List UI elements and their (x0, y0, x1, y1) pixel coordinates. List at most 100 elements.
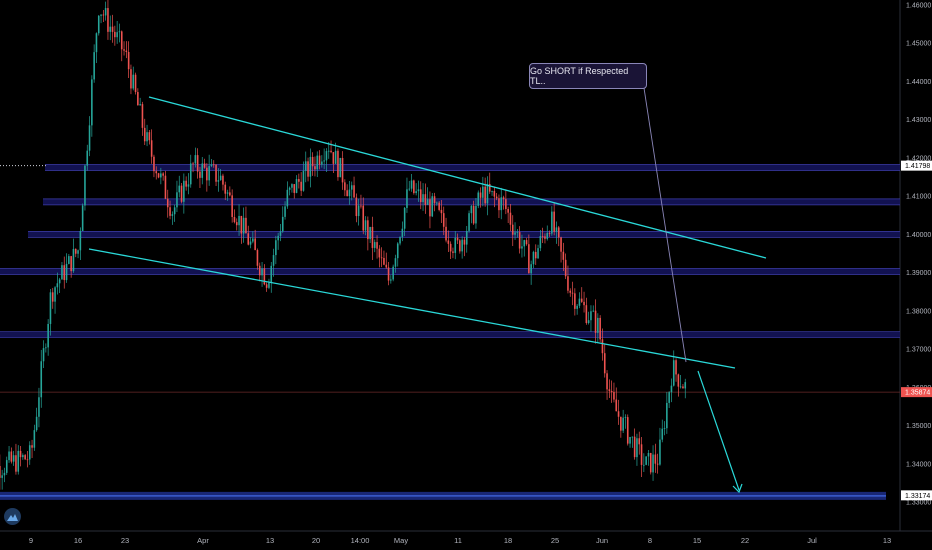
candle-body[interactable] (334, 150, 337, 164)
candle-body[interactable] (8, 451, 10, 461)
candle-body[interactable] (564, 259, 567, 277)
candle-body[interactable] (521, 246, 523, 249)
candle-body[interactable] (610, 390, 613, 393)
candle-body[interactable] (390, 279, 392, 281)
candle-body[interactable] (392, 266, 394, 280)
candle-body[interactable] (339, 157, 342, 178)
candle-body[interactable] (511, 224, 514, 235)
candle-body[interactable] (116, 32, 118, 38)
candle-body[interactable] (378, 248, 381, 258)
candle-body[interactable] (22, 455, 24, 458)
candle-body[interactable] (24, 455, 26, 460)
candle-body[interactable] (587, 320, 590, 324)
candle-body[interactable] (422, 194, 424, 203)
candle-body[interactable] (325, 151, 328, 161)
candle-body[interactable] (555, 227, 558, 232)
candle-body[interactable] (475, 205, 477, 224)
candle-body[interactable] (63, 265, 66, 281)
candle-body[interactable] (456, 237, 459, 241)
candle-body[interactable] (601, 339, 604, 354)
candle-body[interactable] (245, 217, 247, 234)
candle-body[interactable] (180, 185, 183, 202)
candle-body[interactable] (208, 166, 210, 181)
candle-body[interactable] (578, 298, 581, 306)
candle-body[interactable] (169, 207, 171, 216)
candle-body[interactable] (157, 173, 160, 178)
candle-body[interactable] (58, 279, 61, 284)
candle-body[interactable] (146, 132, 148, 142)
candle-body[interactable] (176, 192, 178, 208)
candle-body[interactable] (436, 202, 438, 204)
candle-body[interactable] (560, 237, 562, 252)
resistance-level-band[interactable] (28, 231, 900, 238)
projection-arrow-line[interactable] (697, 370, 740, 491)
candle-body[interactable] (631, 436, 634, 438)
candle-body[interactable] (277, 235, 279, 241)
candle-body[interactable] (189, 163, 192, 185)
candle-body[interactable] (235, 222, 238, 226)
candle-body[interactable] (355, 197, 358, 217)
candle-body[interactable] (173, 207, 176, 215)
candle-body[interactable] (38, 397, 40, 417)
candle-body[interactable] (518, 232, 521, 249)
candle-body[interactable] (371, 226, 374, 248)
candle-body[interactable] (415, 191, 417, 194)
candle-body[interactable] (532, 251, 535, 265)
candle-body[interactable] (629, 437, 631, 444)
candle-body[interactable] (477, 192, 480, 206)
candle-body[interactable] (633, 436, 636, 458)
candle-body[interactable] (615, 399, 618, 412)
candle-body[interactable] (194, 155, 197, 164)
candle-body[interactable] (426, 199, 429, 205)
candle-body[interactable] (302, 170, 305, 191)
candle-body[interactable] (493, 190, 496, 197)
candle-body[interactable] (484, 186, 486, 204)
candle-body[interactable] (640, 444, 643, 465)
candle-body[interactable] (229, 192, 231, 196)
candle-body[interactable] (454, 237, 457, 253)
candle-body[interactable] (672, 360, 675, 386)
candle-body[interactable] (84, 165, 86, 206)
candle-body[interactable] (551, 211, 553, 234)
candle-body[interactable] (160, 173, 162, 178)
candle-body[interactable] (120, 31, 123, 50)
candle-body[interactable] (70, 256, 72, 272)
candle-body[interactable] (114, 31, 116, 38)
candle-body[interactable] (341, 157, 344, 183)
candle-body[interactable] (626, 417, 629, 444)
candle-body[interactable] (585, 305, 588, 324)
candle-body[interactable] (183, 180, 185, 202)
candle-body[interactable] (663, 428, 666, 430)
candle-body[interactable] (440, 209, 443, 214)
candle-body[interactable] (433, 196, 436, 204)
candle-body[interactable] (401, 228, 404, 238)
candle-body[interactable] (447, 240, 450, 244)
candle-body[interactable] (509, 212, 512, 225)
candle-body[interactable] (261, 268, 263, 276)
candle-body[interactable] (139, 104, 141, 106)
candle-body[interactable] (281, 216, 284, 232)
candle-body[interactable] (137, 92, 139, 106)
candle-body[interactable] (413, 180, 415, 194)
candle-body[interactable] (178, 185, 181, 193)
candle-body[interactable] (514, 232, 516, 235)
candle-body[interactable] (288, 187, 291, 190)
candle-body[interactable] (488, 184, 491, 192)
candle-body[interactable] (528, 244, 530, 274)
candle-body[interactable] (369, 226, 371, 240)
candle-body[interactable] (56, 283, 59, 288)
candle-body[interactable] (327, 150, 330, 152)
candle-body[interactable] (68, 256, 70, 264)
candle-body[interactable] (482, 186, 484, 198)
candle-body[interactable] (309, 156, 312, 177)
candle-body[interactable] (431, 196, 434, 217)
candle-body[interactable] (675, 360, 677, 375)
candle-body[interactable] (576, 305, 578, 309)
candle-body[interactable] (45, 347, 47, 349)
candle-body[interactable] (548, 233, 551, 234)
candle-body[interactable] (429, 199, 431, 217)
candle-body[interactable] (332, 152, 335, 164)
candle-body[interactable] (500, 197, 503, 211)
candle-body[interactable] (399, 237, 401, 244)
